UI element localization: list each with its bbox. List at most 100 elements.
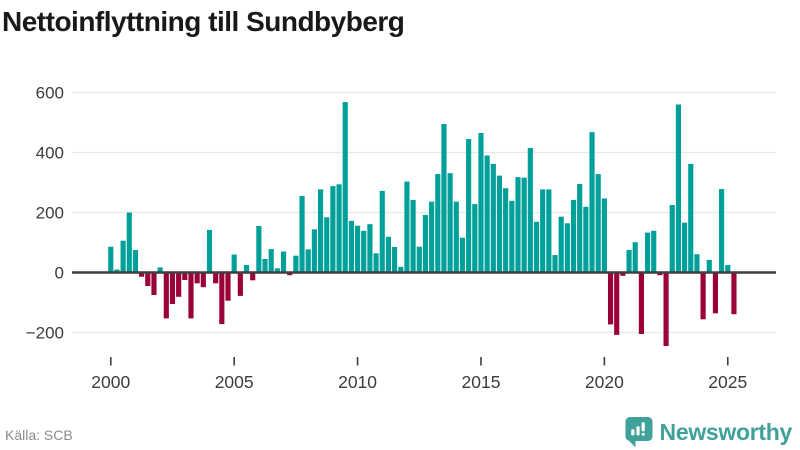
x-tick-label: 2000 xyxy=(91,372,130,392)
bar-2009-q1 xyxy=(330,186,336,273)
bar-2017-q1 xyxy=(527,148,533,273)
x-tick-label: 2020 xyxy=(585,372,624,392)
bar-2005-q1 xyxy=(231,254,237,273)
bar-2016-q3 xyxy=(515,177,521,273)
bar-2001-q4 xyxy=(151,272,157,295)
bar-2023-q4 xyxy=(694,254,700,273)
bar-2008-q2 xyxy=(311,229,317,273)
bar-2007-q2 xyxy=(287,272,293,276)
bar-2006-q2 xyxy=(262,259,268,273)
bar-2010-q4 xyxy=(373,253,379,273)
bar-2007-q3 xyxy=(293,255,299,273)
newsworthy-speech-bubble-bar-chart-icon xyxy=(625,417,653,448)
bar-2018-q4 xyxy=(570,199,577,273)
bar-2021-q3 xyxy=(638,272,644,334)
x-axis-ticks xyxy=(109,357,729,366)
bar-2019-q4 xyxy=(595,174,601,273)
x-tick-label: 2005 xyxy=(215,372,254,392)
newsworthy-logo: Newsworthy xyxy=(625,416,792,448)
bar-2018-q2 xyxy=(558,216,564,273)
bar-2024-q4 xyxy=(719,189,725,273)
bar-2002-q3 xyxy=(169,272,176,304)
bar-2005-q2 xyxy=(237,272,243,296)
bar-2010-q3 xyxy=(367,224,373,273)
y-tick-label: 0 xyxy=(55,264,64,283)
bar-2014-q3 xyxy=(466,139,472,273)
y-tick-label: −200 xyxy=(26,324,64,343)
bar-2020-q2 xyxy=(607,272,614,325)
bar-2024-q1 xyxy=(700,272,706,320)
bar-2012-q4 xyxy=(422,214,429,273)
gridlines xyxy=(72,91,776,334)
bar-2003-q1 xyxy=(182,272,188,280)
bar-2025-q2 xyxy=(731,272,737,315)
bar-2022-q1 xyxy=(651,230,657,273)
bar-2015-q4 xyxy=(496,175,503,273)
bar-2003-q3 xyxy=(194,272,200,284)
bar-2014-q1 xyxy=(453,201,459,273)
bar-2022-q3 xyxy=(663,272,669,346)
bar-2013-q2 xyxy=(435,174,441,273)
y-tick-label: 200 xyxy=(36,204,64,223)
bar-2021-q1 xyxy=(626,250,632,273)
bar-2010-q2 xyxy=(361,230,367,273)
newsworthy-wordmark: Newsworthy xyxy=(659,418,793,445)
bar-2001-q3 xyxy=(145,272,151,286)
bar-2010-q1 xyxy=(355,225,361,273)
bar-2011-q2 xyxy=(385,236,391,273)
y-axis-tick-labels: 600 400 200 0 −200 xyxy=(26,84,64,343)
bar-2004-q1 xyxy=(206,229,213,273)
bar-2013-q4 xyxy=(447,173,453,273)
bar-2014-q4 xyxy=(472,204,478,273)
bar-2004-q3 xyxy=(219,272,225,325)
bar-2017-q2 xyxy=(533,221,540,273)
bar-2004-q4 xyxy=(225,272,231,301)
bar-2003-q4 xyxy=(200,272,206,288)
bar-2005-q3 xyxy=(243,265,250,273)
bar-2000-q3 xyxy=(120,240,126,273)
bar-2002-q2 xyxy=(163,272,169,319)
bar-2024-q2 xyxy=(706,259,712,273)
bar-2019-q1 xyxy=(577,184,583,273)
bar-2008-q3 xyxy=(317,189,324,273)
bar-2000-q1 xyxy=(108,246,114,273)
bar-2004-q2 xyxy=(213,272,219,284)
bar-2008-q1 xyxy=(305,249,311,273)
x-tick-label: 2025 xyxy=(708,372,747,392)
bar-2016-q1 xyxy=(503,188,509,273)
bar-2005-q4 xyxy=(250,272,256,281)
bar-2017-q3 xyxy=(540,189,546,273)
y-tick-label: 400 xyxy=(36,144,64,163)
bar-2019-q3 xyxy=(589,132,595,273)
bar-2006-q1 xyxy=(256,226,262,273)
bar-2022-q2 xyxy=(657,272,663,276)
bar-2018-q3 xyxy=(564,223,570,273)
bar-2011-q3 xyxy=(392,247,398,273)
bar-2003-q2 xyxy=(188,272,194,319)
bar-2018-q1 xyxy=(552,255,558,273)
bar-2020-q1 xyxy=(601,198,607,273)
bar-2020-q4 xyxy=(620,272,626,276)
bar-2014-q2 xyxy=(459,237,466,273)
bar-2017-q4 xyxy=(546,189,552,273)
x-tick-label: 2015 xyxy=(462,372,501,392)
x-axis-tick-labels: 2000 2005 2010 2015 2020 2025 xyxy=(91,372,747,392)
bar-2007-q1 xyxy=(280,251,287,273)
source-label: Källa: SCB xyxy=(5,427,73,443)
x-tick-label: 2010 xyxy=(338,372,377,392)
bar-2016-q4 xyxy=(521,177,527,273)
bar-2012-q1 xyxy=(404,181,410,273)
bar-2013-q3 xyxy=(441,124,447,273)
bar-2015-q2 xyxy=(484,155,490,273)
bar-2006-q3 xyxy=(268,249,274,273)
bar-2023-q2 xyxy=(682,222,688,273)
bar-2015-q1 xyxy=(478,133,484,273)
bar-2008-q4 xyxy=(324,217,330,273)
bar-2009-q3 xyxy=(342,102,348,273)
bar-2009-q2 xyxy=(336,184,342,273)
bar-2022-q4 xyxy=(669,205,675,273)
bar-2002-q1 xyxy=(157,267,163,273)
bar-2024-q3 xyxy=(712,272,719,314)
